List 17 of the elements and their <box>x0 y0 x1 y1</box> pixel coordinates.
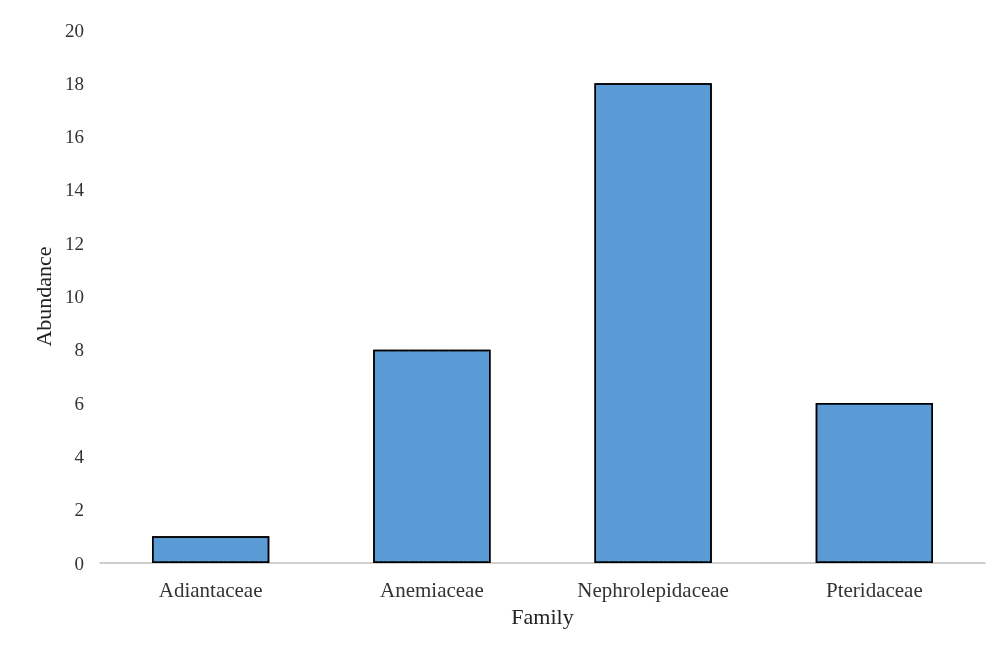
y-tick-label: 12 <box>65 232 84 254</box>
y-tick-label: 14 <box>65 179 85 201</box>
y-tick-label: 2 <box>74 499 84 521</box>
y-tick-label: 0 <box>74 552 84 574</box>
y-tick-label: 4 <box>74 445 85 467</box>
x-axis-title: Family <box>511 603 574 629</box>
x-tick-label: Nephrolepidaceae <box>577 577 729 602</box>
y-tick-label: 10 <box>65 286 84 307</box>
x-tick-label: Adiantaceae <box>158 577 263 602</box>
y-tick-label: 18 <box>65 72 84 94</box>
y-tick-label: 6 <box>74 392 84 414</box>
x-tick-label: Pteridaceae <box>825 577 923 602</box>
x-tick-label: Anemiaceae <box>379 577 484 602</box>
y-tick-label: 16 <box>65 126 84 148</box>
y-axis-title: Abundance <box>30 246 56 347</box>
y-tick-label: 8 <box>74 339 84 361</box>
y-tick-label: 20 <box>65 19 84 41</box>
